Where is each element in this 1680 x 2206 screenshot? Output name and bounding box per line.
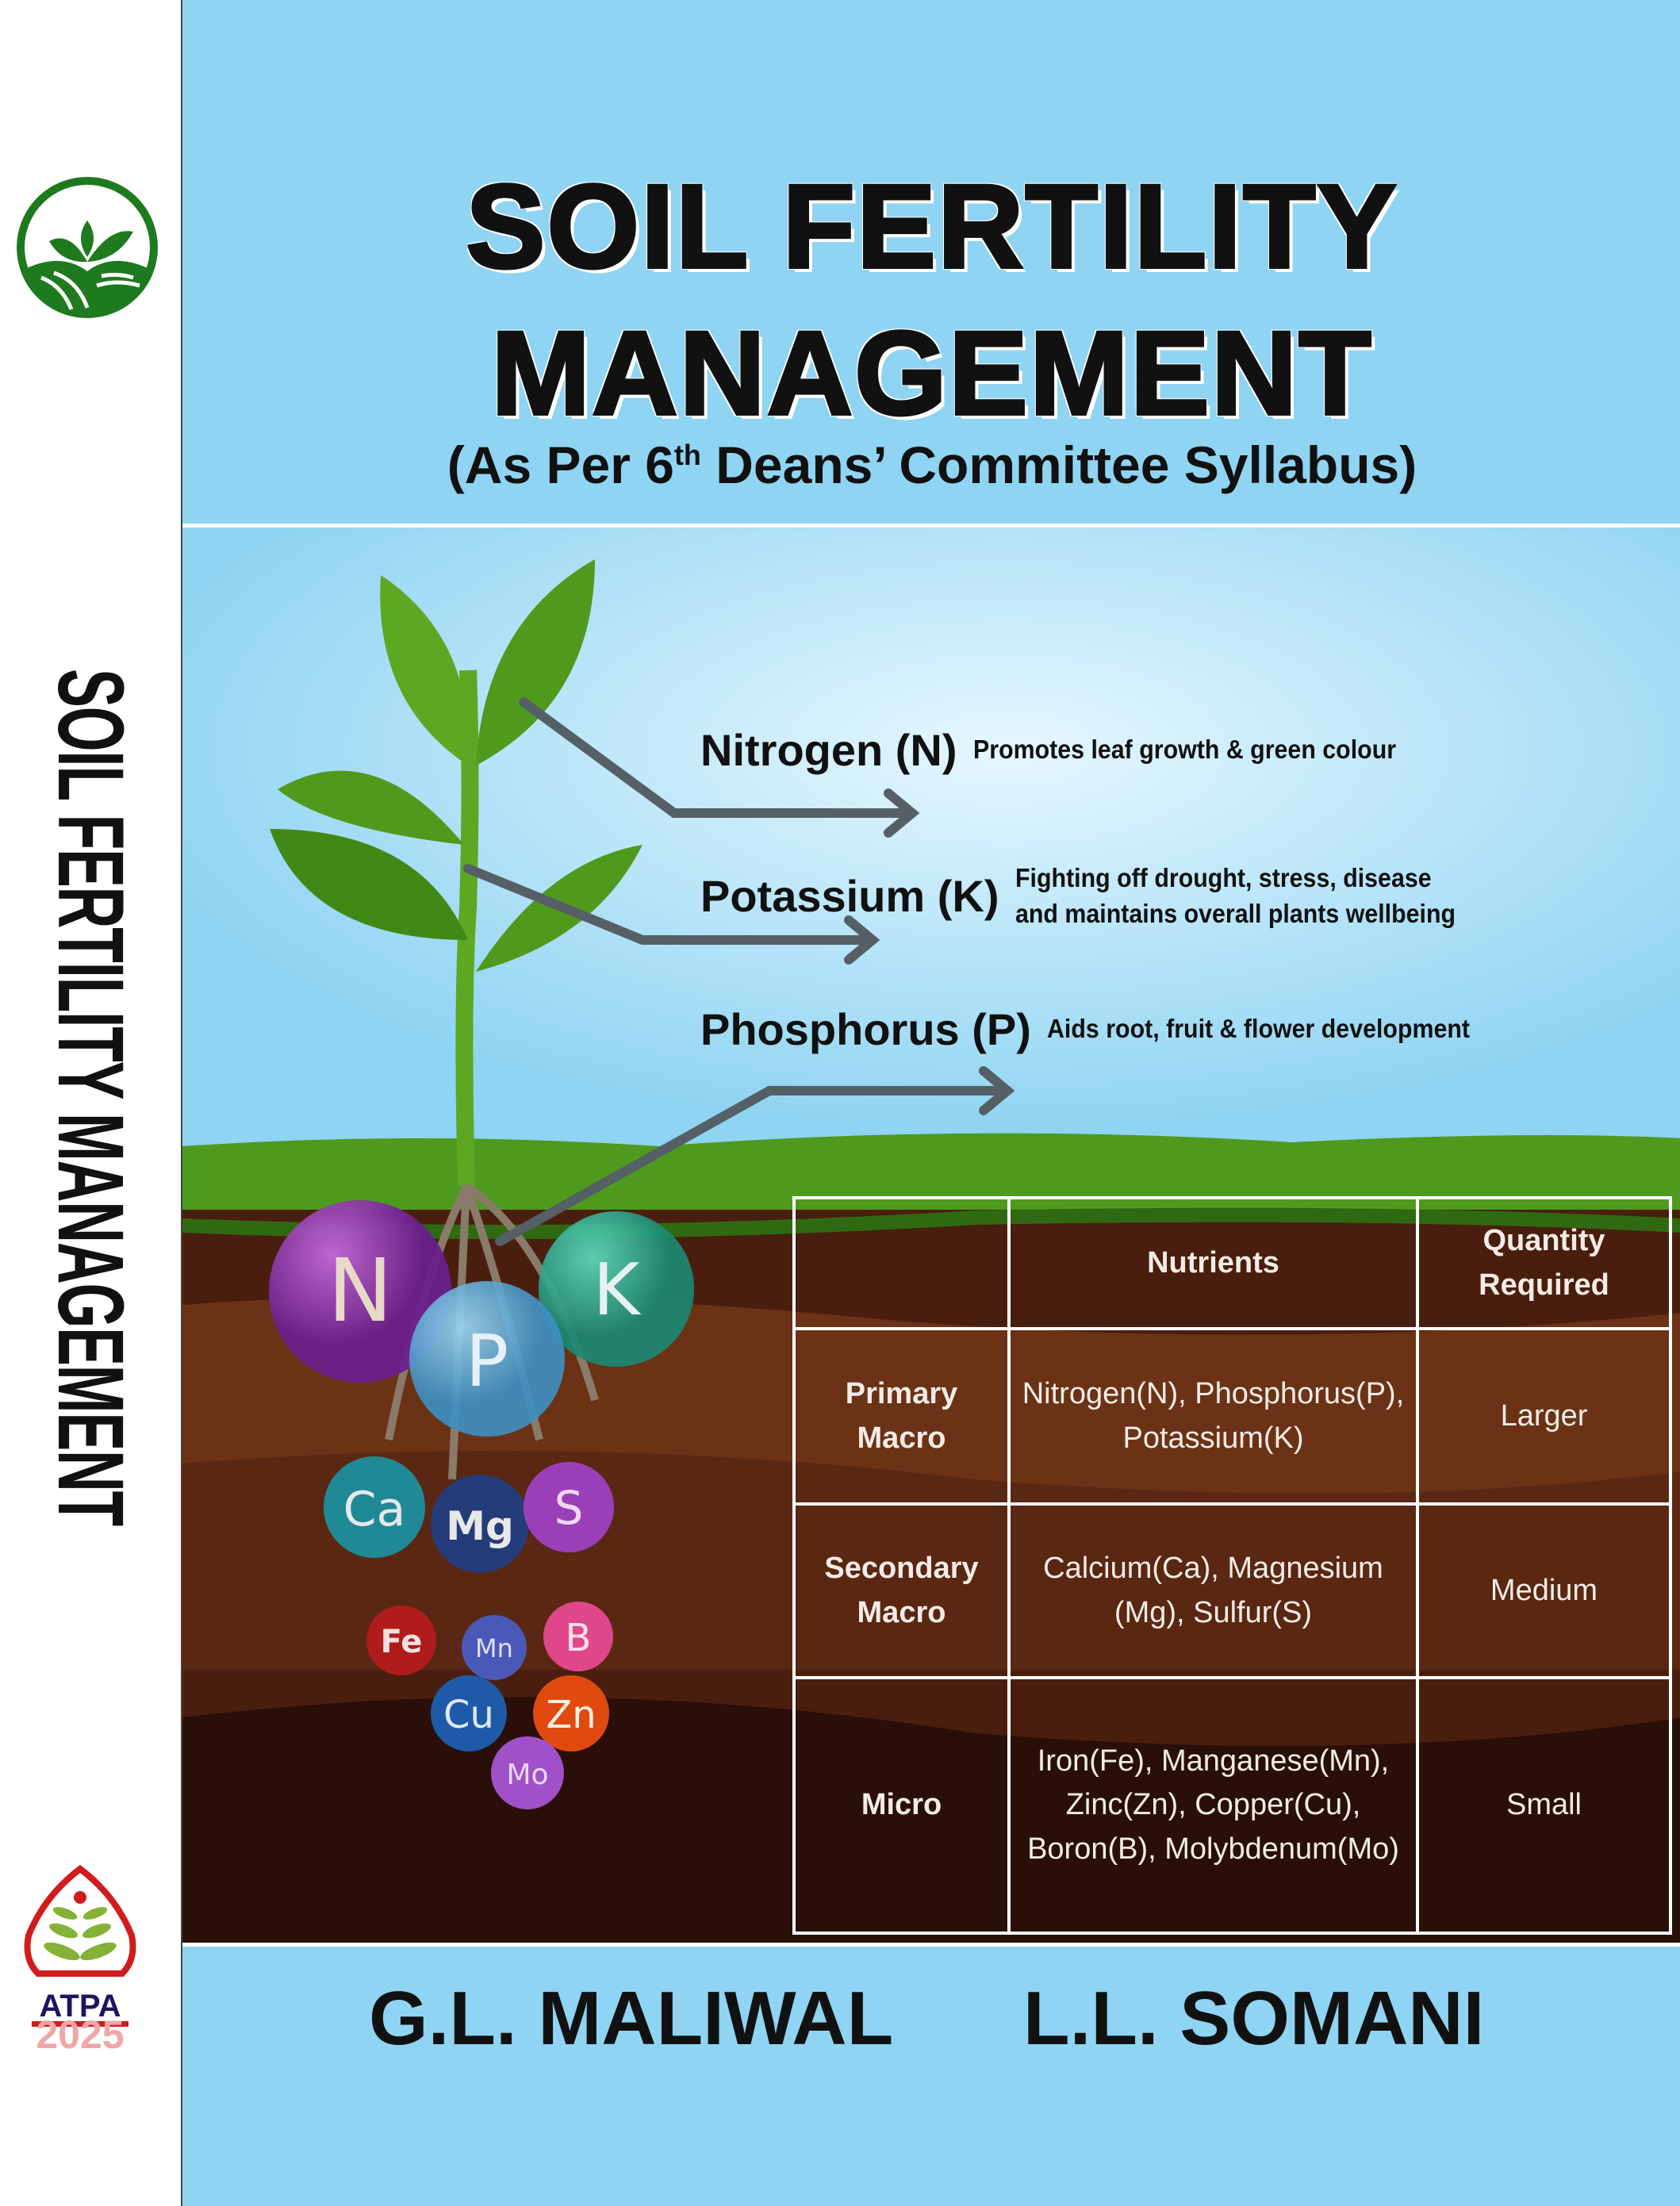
table-cell: Micro bbox=[792, 1676, 1011, 1935]
bubble-b: B bbox=[566, 1616, 592, 1660]
bubble-mg: Mg bbox=[446, 1503, 514, 1549]
author-2: L.L. SOMANI bbox=[1023, 1976, 1485, 2061]
bubble-mn: Mn bbox=[475, 1633, 513, 1663]
bubble-k: K bbox=[593, 1249, 641, 1332]
bubble-cu: Cu bbox=[443, 1693, 494, 1737]
front-cover: SOIL FERTILITY MANAGEMENT (As Per 6th De… bbox=[181, 0, 1680, 2206]
nutrient-potassium: Potassium (K) Fighting off drought, stre… bbox=[700, 861, 1494, 931]
table-cell: Larger bbox=[1416, 1327, 1672, 1506]
table-cell: Iron(Fe), Manganese(Mn), Zinc(Zn), Coppe… bbox=[1007, 1676, 1419, 1935]
nutrient-description: Fighting off drought, stress, disease and… bbox=[1015, 863, 1456, 928]
publication-year: 2025 bbox=[36, 2012, 125, 2057]
author-1: G.L. MALIWAL bbox=[369, 1976, 894, 2061]
nutrient-nitrogen: Nitrogen (N) Promotes leaf growth & gree… bbox=[700, 724, 1433, 776]
title-line-2: MANAGEMENT bbox=[489, 306, 1373, 439]
table-header: Quantity Required bbox=[1416, 1196, 1672, 1330]
nutrient-description: Promotes leaf growth & green colour bbox=[972, 735, 1396, 765]
title-line-1: SOIL FERTILITY bbox=[464, 159, 1398, 293]
cover-illustration: N P K Ca Mg S Fe Mn B Cu Zn Mo Nitrogen … bbox=[182, 524, 1680, 1947]
nutrient-name: Phosphorus (P) bbox=[700, 1004, 1031, 1054]
subtitle: (As Per 6th Deans’ Committee Syllabus) bbox=[447, 435, 1417, 494]
nutrient-description: Aids root, fruit & flower development bbox=[1046, 1014, 1470, 1044]
nutrient-table: Nutrients Quantity Required Primary Macr… bbox=[792, 1196, 1672, 1935]
book-spine: SOIL FERTILITY MANAGEMENT ATPA 2025 bbox=[0, 0, 181, 2206]
nutrient-bubbles: N P K Ca Mg S Fe Mn B Cu Zn Mo bbox=[269, 1200, 694, 1809]
table-header bbox=[792, 1196, 1011, 1330]
table-cell: Nitrogen(N), Phosphorus(P), Potassium(K) bbox=[1007, 1327, 1419, 1506]
table-header: Nutrients bbox=[1007, 1196, 1419, 1330]
bubble-p: P bbox=[466, 1320, 508, 1403]
table-row: Micro Iron(Fe), Manganese(Mn), Zinc(Zn),… bbox=[792, 1676, 1672, 1935]
atpa-logo-text: ATPA bbox=[40, 1989, 121, 2024]
bubble-zn: Zn bbox=[546, 1693, 596, 1737]
table-row: Primary Macro Nitrogen(N), Phosphorus(P)… bbox=[792, 1327, 1672, 1506]
table-cell: Small bbox=[1416, 1676, 1672, 1935]
bubble-mo: Mo bbox=[506, 1759, 548, 1791]
table-cell: Primary Macro bbox=[792, 1327, 1011, 1506]
table-cell: Secondary Macro bbox=[792, 1502, 1011, 1679]
nutrient-name: Nitrogen (N) bbox=[700, 725, 957, 775]
table-header-row: Nutrients Quantity Required bbox=[792, 1196, 1672, 1330]
bubble-n: N bbox=[328, 1240, 393, 1341]
table-cell: Calcium(Ca), Magnesium (Mg), Sulfur(S) bbox=[1007, 1502, 1419, 1679]
atpa-publisher-logo: ATPA bbox=[24, 1864, 136, 2027]
table-cell: Medium bbox=[1416, 1502, 1672, 1679]
spine-title: SOIL FERTILITY MANAGEMENT bbox=[38, 669, 143, 1525]
nutrient-name: Potassium (K) bbox=[700, 871, 999, 922]
bubble-fe: Fe bbox=[381, 1624, 423, 1660]
bubble-s: S bbox=[554, 1481, 584, 1535]
leaf-field-logo-icon bbox=[17, 177, 158, 318]
bubble-ca: Ca bbox=[343, 1482, 406, 1537]
nutrient-phosphorus: Phosphorus (P) Aids root, fruit & flower… bbox=[700, 1003, 1506, 1055]
table-row: Secondary Macro Calcium(Ca), Magnesium (… bbox=[792, 1502, 1672, 1679]
